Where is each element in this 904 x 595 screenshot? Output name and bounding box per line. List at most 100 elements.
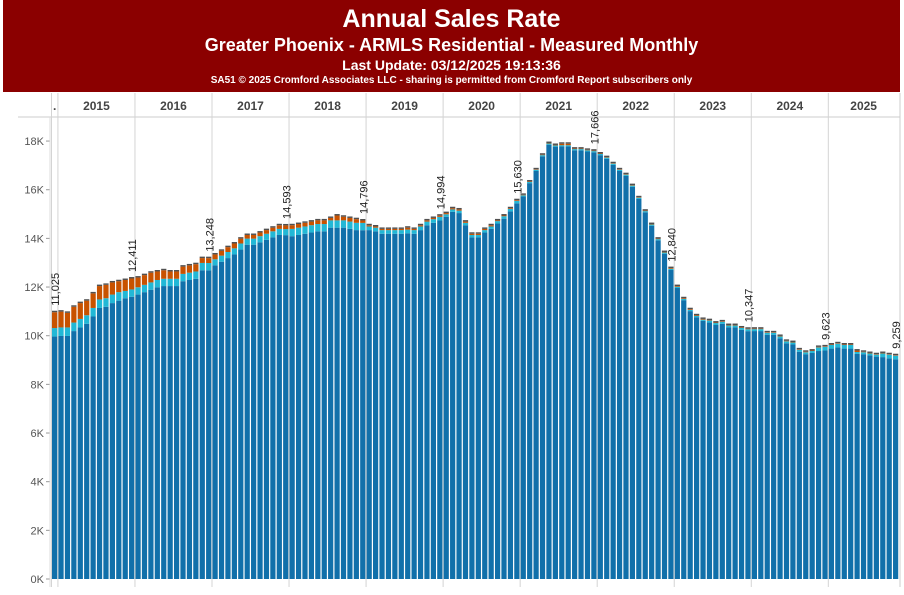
bar-segment-gray (443, 211, 449, 214)
bar-segment-cyan (828, 344, 835, 349)
bar-segment-cyan (321, 224, 327, 232)
bar-segment-orange (321, 220, 327, 225)
bar-segment-orange (405, 227, 411, 230)
bar-segment-gray (148, 271, 154, 273)
bar-segment-blue (308, 232, 315, 579)
bar-segment-orange (173, 271, 180, 279)
y-tick-label: 18K (24, 136, 44, 148)
bar-segment-gray (475, 232, 481, 234)
bar-segment-cyan (411, 230, 417, 234)
bar-segment-gray (835, 341, 841, 344)
bar-segment-blue (161, 286, 167, 579)
bar-segment-blue (379, 233, 385, 579)
bar-segment-cyan (328, 220, 334, 228)
bar-segment-orange (180, 266, 186, 274)
bar-segment-gray (873, 352, 879, 355)
bar-segment-blue (597, 155, 603, 580)
bar-segment-blue (154, 287, 160, 579)
bar-segment-cyan (623, 174, 629, 176)
bar-segment-gray (616, 167, 623, 170)
bar-segment-gray (321, 218, 327, 221)
bar-segment-gray (604, 155, 610, 158)
bar-segment-gray (726, 323, 732, 325)
value-label: 12,840 (667, 228, 679, 262)
bar-segment-gray (649, 222, 655, 225)
bar-segment-blue (668, 270, 674, 579)
bar-segment-cyan (745, 329, 751, 332)
bar-segment-cyan (154, 279, 160, 288)
bar-segment-cyan (732, 325, 738, 328)
bar-segment-cyan (629, 185, 636, 187)
bar-segment-orange (328, 217, 334, 221)
bar-segment-blue (469, 237, 475, 579)
bar-segment-gray (295, 222, 302, 225)
bar-segment-orange (443, 213, 449, 215)
bar-segment-blue (148, 289, 154, 579)
bar-segment-blue (193, 278, 199, 579)
bar-segment-cyan (122, 290, 128, 299)
bar-segment-gray (803, 350, 809, 352)
bar-segment-gray (77, 301, 83, 304)
bar-segment-blue (764, 334, 770, 579)
bar-segment-gray (809, 349, 815, 351)
bar-segment-cyan (809, 351, 815, 353)
bar-segment-gray (719, 319, 725, 322)
value-label: 11,025 (50, 273, 62, 306)
bar-segment-gray (488, 223, 494, 226)
bar-segment-blue (283, 235, 289, 579)
bar-segment-gray (860, 350, 867, 352)
bar-segment-blue (334, 227, 340, 579)
bar-segment-cyan (462, 222, 469, 226)
bar-segment-blue (257, 242, 263, 579)
bar-segment-blue (315, 231, 321, 580)
bar-segment-gray (539, 153, 546, 155)
bar-segment-orange (52, 312, 58, 329)
bar-segment-cyan (848, 344, 854, 349)
bar-segment-orange (58, 311, 64, 328)
bar-segment-orange (116, 281, 122, 293)
bar-segment-cyan (790, 342, 796, 345)
bar-segment-cyan (726, 325, 732, 328)
bar-segment-gray (533, 167, 539, 170)
bar-segment-blue (251, 244, 257, 579)
bar-segment-blue (494, 223, 501, 579)
bar-segment-gray (848, 342, 854, 345)
bar-segment-cyan (373, 227, 379, 232)
bar-segment-gray (796, 347, 802, 350)
bar-segment-blue (238, 249, 244, 580)
bar-segment-cyan (616, 169, 623, 171)
bar-segment-blue (276, 234, 282, 579)
bar-segment-gray (629, 183, 636, 186)
year-label-2019: 2019 (391, 99, 418, 113)
bar-segment-blue (225, 258, 231, 579)
bar-segment-cyan (77, 318, 83, 328)
bar-segment-gray (154, 270, 160, 272)
bar-segment-cyan (674, 286, 680, 289)
bar-segment-blue (713, 324, 719, 579)
bar-segment-blue (482, 232, 488, 579)
bar-segment-gray (379, 227, 385, 229)
bar-segment-blue (841, 348, 847, 579)
bar-segment-cyan (649, 224, 655, 226)
bar-segment-cyan (758, 329, 764, 332)
bar-segment-gray (398, 227, 404, 229)
bar-segment-cyan (591, 151, 597, 153)
bar-segment-cyan (161, 278, 167, 287)
bar-segment-gray (405, 226, 411, 228)
bar-segment-cyan (84, 315, 90, 324)
bar-segment-gray (206, 256, 212, 259)
bar-segment-cyan (751, 329, 757, 332)
bar-segment-orange (84, 300, 90, 316)
bar-segment-orange (360, 220, 366, 223)
bar-segment-cyan (430, 219, 436, 223)
bar-segment-gray (231, 242, 237, 244)
bar-segment-gray (417, 223, 424, 226)
bar-segment-orange (193, 264, 199, 272)
bar-segment-cyan (835, 343, 841, 348)
bar-segment-gray (116, 279, 122, 282)
bar-segment-gray (276, 223, 282, 226)
bar-segment-cyan (533, 169, 539, 171)
bar-segment-blue (700, 320, 706, 579)
bar-segment-cyan (193, 271, 199, 279)
bar-segment-blue (539, 156, 546, 580)
